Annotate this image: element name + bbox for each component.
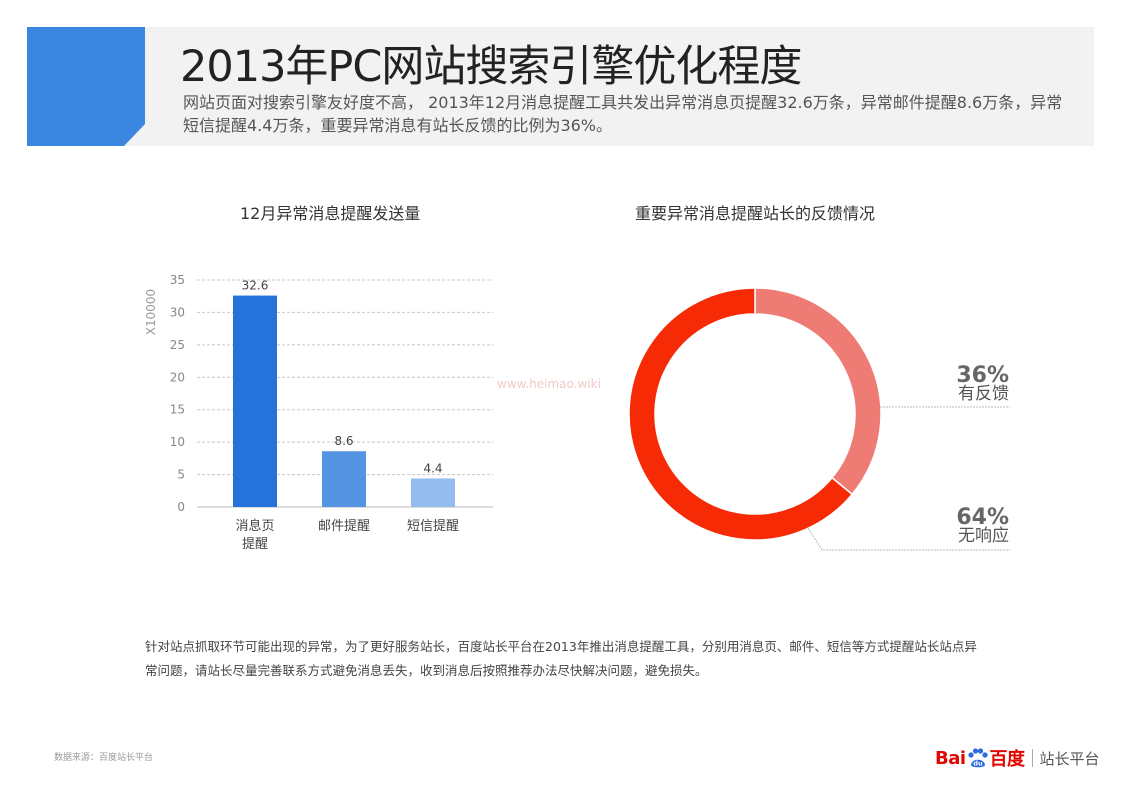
page-title: 2013年PC网站搜索引擎优化程度 [180, 42, 802, 92]
baidu-logo-cn: 百度 [989, 749, 1026, 770]
baidu-brand: Bai du 百度 站长平台 [935, 743, 1100, 773]
bar-data-label: 32.6 [242, 279, 269, 293]
watermark-text: www.heimao.wiki [497, 377, 601, 391]
baidu-logo-text: Bai [935, 747, 966, 769]
bar-y-tick-label: 10 [170, 435, 185, 449]
bar-data-label: 8.6 [334, 434, 353, 448]
donut-leader-line [807, 527, 1010, 551]
bar-1 [233, 295, 277, 507]
bar-y-tick-label: 25 [170, 338, 185, 352]
donut-percent-label: 36% [956, 363, 1009, 388]
brand-separator [1031, 749, 1033, 767]
donut-slice-label: 有反馈 [958, 384, 1009, 404]
donut-percent-label: 64% [956, 505, 1009, 530]
bar-y-tick-label: 15 [170, 403, 185, 417]
footer-note: 针对站点抓取环节可能出现的异常，为了更好服务站长，百度站长平台在2013年推出消… [145, 639, 977, 678]
bar-y-axis-label: X10000 [144, 289, 158, 335]
bar-2 [322, 451, 366, 507]
svg-text:du: du [973, 760, 983, 768]
baidu-paw-icon: du [967, 748, 988, 768]
bar-y-tick-label: 5 [177, 468, 185, 482]
header-band [27, 27, 1094, 146]
bar-y-tick-label: 20 [170, 370, 185, 384]
donut-callouts: 36%有反馈 64%无响应 [807, 363, 1010, 551]
donut-slice-label: 无响应 [958, 526, 1009, 546]
brand-platform: 站长平台 [1039, 749, 1100, 768]
bar-category-label: 短信提醒 [407, 518, 459, 534]
bar-category-label: 消息页提醒 [235, 518, 274, 552]
bar-grid: 0 5 10 15 20 25 30 35 [170, 273, 493, 514]
accent-block [27, 27, 145, 146]
bar-marks: 32.6 消息页提醒 8.6 邮件提醒 4.4 短信提醒 [233, 279, 459, 552]
donut-slices [628, 287, 882, 541]
donut-chart-title: 重要异常消息提醒站长的反馈情况 [635, 204, 876, 223]
bar-y-tick-label: 30 [170, 305, 185, 319]
page-subtitle: 网站页面对搜索引擎友好度不高， 2013年12月消息提醒工具共发出异常消息页提醒… [183, 93, 1063, 135]
donut-slice-2 [628, 287, 854, 541]
bar-chart-title: 12月异常消息提醒发送量 [240, 204, 421, 223]
bar-3 [411, 478, 455, 507]
bar-category-label: 邮件提醒 [318, 518, 370, 534]
bar-data-label: 4.4 [423, 461, 442, 475]
data-source: 数据来源：百度站长平台 [54, 753, 154, 763]
bar-y-tick-label: 0 [177, 500, 185, 514]
bar-y-tick-label: 35 [170, 273, 185, 287]
